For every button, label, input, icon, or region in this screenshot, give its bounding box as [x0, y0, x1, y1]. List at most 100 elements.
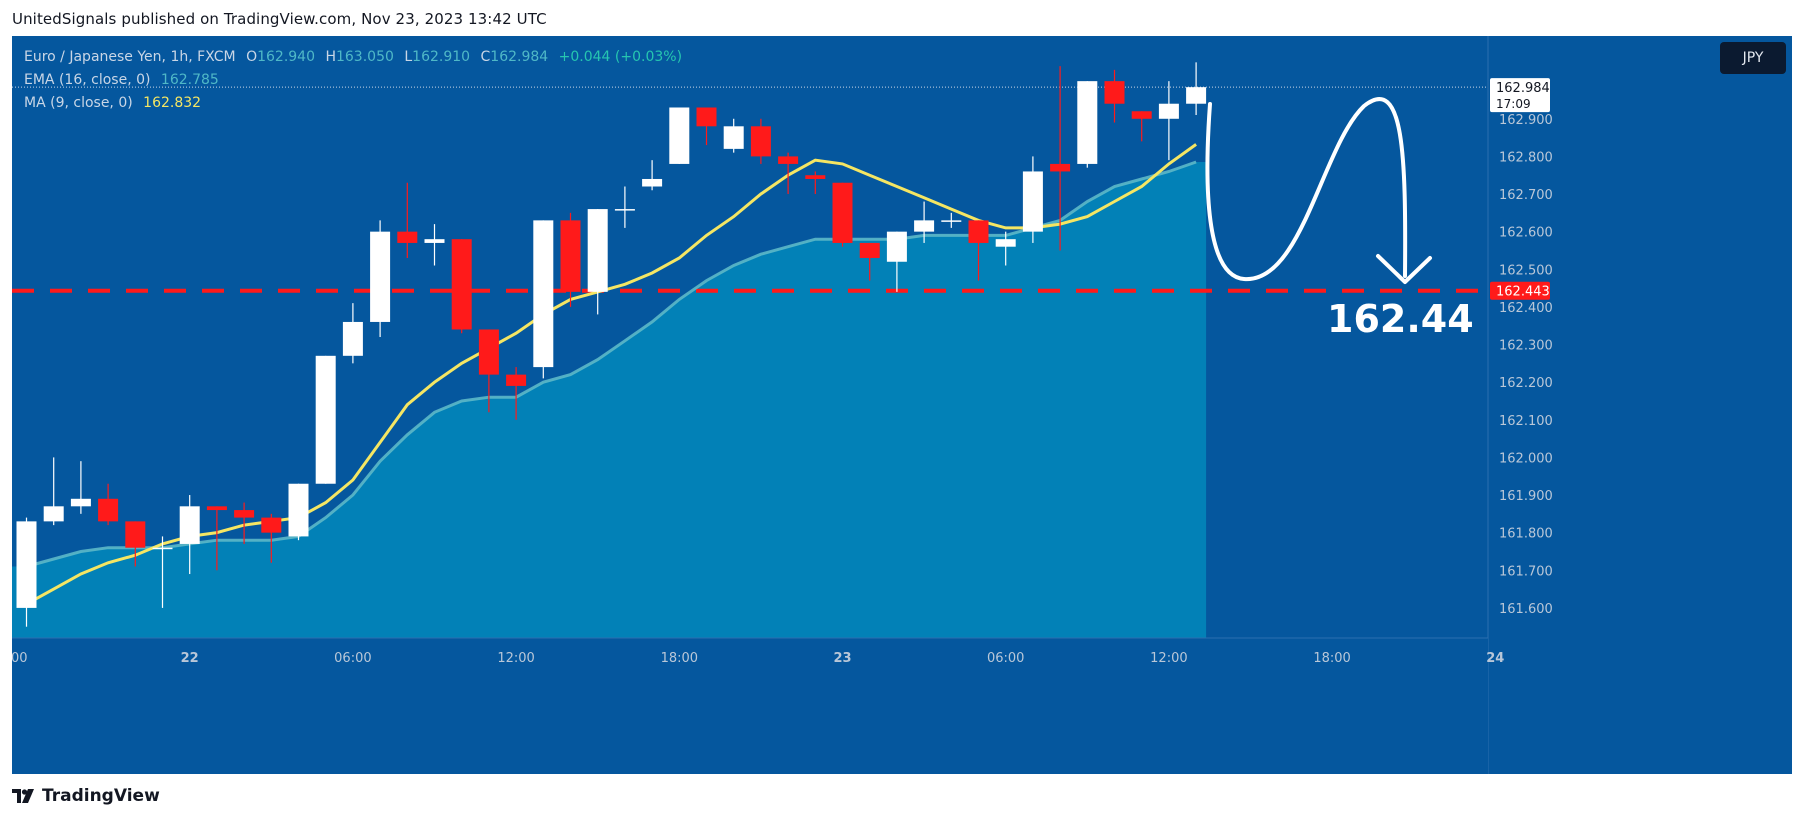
candle-body [424, 239, 445, 243]
candle[interactable] [1022, 156, 1043, 243]
candle[interactable] [206, 506, 227, 571]
candle-body [152, 547, 173, 550]
candle[interactable] [560, 212, 581, 307]
candle[interactable] [451, 239, 472, 334]
candle[interactable] [805, 171, 826, 195]
candle[interactable] [941, 212, 962, 228]
candle-body [805, 175, 826, 179]
current-price-box [1490, 78, 1550, 113]
candle[interactable] [70, 461, 91, 514]
current-price-label: 162.984 [1496, 81, 1550, 96]
target-price-box [1490, 281, 1550, 300]
candle[interactable] [696, 107, 717, 146]
candle[interactable] [370, 220, 391, 337]
candle-body [723, 126, 744, 149]
time-tick-label: 24 [1486, 651, 1504, 666]
candle[interactable] [614, 186, 635, 228]
price-tick-label: 162.300 [1499, 339, 1553, 354]
candle[interactable] [859, 242, 880, 281]
candle-body [778, 156, 799, 164]
candle[interactable] [1158, 81, 1179, 161]
candle-body [478, 329, 499, 375]
ma-row: MA (9, close, 0) 162.832 [24, 92, 688, 115]
candle-body [397, 231, 418, 243]
chart-panel[interactable]: 162.44 161.600 161.700 161.800 161.900 162.0… [12, 36, 1792, 774]
ema-area-fill [12, 162, 1207, 638]
price-tick-label: 162.800 [1499, 150, 1553, 165]
candle-body [587, 209, 608, 292]
candle-body [941, 220, 962, 222]
candle[interactable] [43, 457, 64, 526]
time-tick-label: 22 [181, 651, 199, 666]
candle[interactable] [234, 502, 255, 544]
low-value: 162.910 [412, 49, 471, 65]
price-tick-label: 161.800 [1499, 527, 1553, 542]
candle[interactable] [1131, 111, 1152, 142]
candle[interactable] [179, 495, 200, 575]
candle[interactable] [914, 201, 935, 243]
time-tick-label: 18:00 [1313, 651, 1350, 666]
candle-body [16, 521, 37, 608]
symbol-name: Euro / Japanese Yen, 1h, FXCM [24, 49, 236, 65]
currency-button[interactable]: JPY [1720, 42, 1786, 74]
candle-body [886, 231, 907, 262]
candle-body [669, 107, 690, 164]
time-tick-label: 06:00 [334, 651, 371, 666]
candle-body [1104, 81, 1125, 104]
candle[interactable] [16, 517, 37, 627]
candle[interactable] [1104, 69, 1125, 123]
candle[interactable] [125, 521, 146, 567]
symbol-row: Euro / Japanese Yen, 1h, FXCM O162.940 H… [24, 46, 688, 69]
candle[interactable] [642, 160, 663, 191]
candle[interactable] [669, 107, 690, 164]
candle-body [98, 498, 119, 522]
price-tick-label: 161.900 [1499, 489, 1553, 504]
candle-body [995, 239, 1016, 247]
candle[interactable] [533, 220, 554, 379]
close-value: 162.984 [490, 49, 549, 65]
forecast-arrow-head [1376, 254, 1432, 284]
candle[interactable] [995, 231, 1016, 266]
candle-body [696, 107, 717, 127]
price-tick-label: 161.700 [1499, 564, 1553, 579]
ema-row: EMA (16, close, 0) 162.785 [24, 69, 688, 92]
candle-body [206, 506, 227, 511]
candle[interactable] [968, 220, 989, 281]
price-tick-label: 162.100 [1499, 414, 1553, 429]
candle[interactable] [261, 513, 282, 563]
tradingview-logo[interactable]: TradingView [12, 786, 160, 806]
candle[interactable] [1186, 62, 1207, 116]
open-label: O [246, 49, 258, 65]
candle[interactable] [98, 483, 119, 526]
time-tick-label: 12:00 [497, 651, 534, 666]
candle[interactable] [778, 152, 799, 195]
candle[interactable] [424, 224, 445, 266]
candle[interactable] [832, 182, 853, 247]
candle[interactable] [288, 483, 309, 541]
candle[interactable] [723, 118, 744, 153]
candle-body [315, 355, 336, 484]
price-chart[interactable]: 162.44 161.600 161.700 161.800 161.900 162.0… [12, 36, 1792, 774]
candle[interactable] [506, 367, 527, 420]
candle-body [914, 220, 935, 232]
tradingview-logo-icon [12, 789, 34, 803]
publish-caption: UnitedSignals published on TradingView.c… [12, 10, 547, 28]
candle-body [1158, 103, 1179, 119]
candle-body [288, 483, 309, 537]
candle-body [750, 126, 771, 157]
candle[interactable] [478, 329, 499, 413]
candle[interactable] [397, 182, 418, 258]
candle[interactable] [587, 209, 608, 315]
high-value: 163.050 [335, 49, 394, 65]
candle[interactable] [315, 355, 336, 484]
high-label: H [325, 49, 336, 65]
candle[interactable] [1077, 81, 1098, 168]
candle[interactable] [1050, 66, 1071, 251]
candle[interactable] [750, 118, 771, 164]
candle[interactable] [342, 303, 363, 364]
candle[interactable] [886, 231, 907, 292]
price-tick-label: 162.900 [1499, 113, 1553, 128]
candle[interactable] [152, 536, 173, 608]
candle-body [832, 182, 853, 243]
candle-body [968, 220, 989, 243]
